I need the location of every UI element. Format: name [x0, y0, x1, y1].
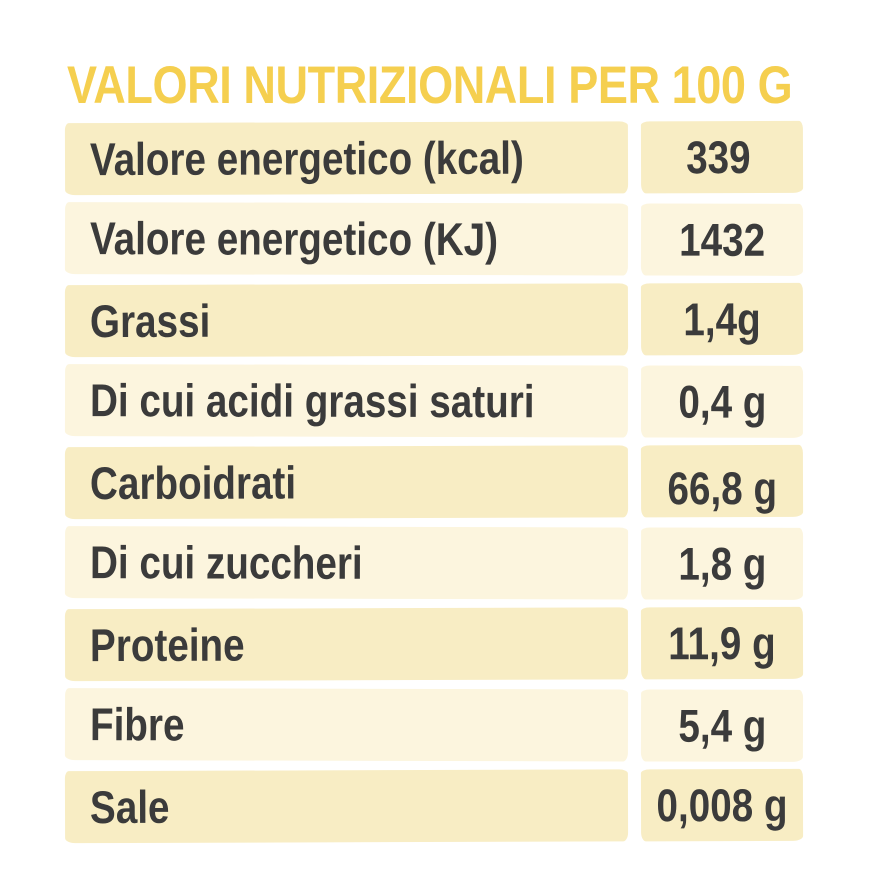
nutrient-value: 1,4g — [683, 292, 761, 346]
table-row: Proteine 11,9 g — [64, 606, 804, 682]
nutrient-label: Grassi — [89, 294, 211, 348]
nutrient-label-cell: Valore energetico (KJ) — [64, 202, 629, 276]
nutrient-label-cell: Di cui acidi grassi saturi — [64, 364, 629, 438]
table-row: Fibre 5,4 g — [64, 688, 804, 762]
nutrient-label: Proteine — [89, 618, 245, 672]
nutrient-value: 11,9 g — [668, 616, 776, 670]
nutrient-value-cell: 5,4 g — [640, 689, 804, 762]
nutrition-table: Valore energetico (kcal) 339 Valore ener… — [64, 120, 804, 844]
table-row: Sale 0,008 g — [64, 768, 804, 844]
table-row: Di cui acidi grassi saturi 0,4 g — [64, 364, 804, 438]
nutrient-label: Carboidrati — [89, 456, 297, 510]
nutrient-label-cell: Sale — [64, 769, 629, 844]
nutrient-value-cell: 1,4g — [640, 282, 804, 356]
table-row: Di cui zuccheri 1,8 g — [64, 526, 804, 600]
nutrient-label: Sale — [89, 780, 170, 834]
nutrient-label-cell: Valore energetico (kcal) — [64, 121, 629, 196]
table-row: Valore energetico (kcal) 339 — [64, 120, 804, 196]
table-row: Valore energetico (KJ) 1432 — [64, 202, 804, 276]
nutrient-value-cell: 0,4 g — [640, 365, 804, 438]
nutrient-value: 5,4 g — [677, 699, 767, 752]
nutrient-label: Di cui acidi grassi saturi — [89, 374, 535, 428]
nutrient-value: 1432 — [678, 213, 766, 266]
page-title: VALORI NUTRIZIONALI PER 100 G — [67, 56, 793, 115]
nutrient-label: Valore energetico (KJ) — [89, 212, 499, 266]
nutrient-label: Di cui zuccheri — [89, 536, 363, 589]
nutrient-label: Fibre — [89, 698, 185, 751]
nutrient-label-cell: Di cui zuccheri — [64, 526, 629, 600]
nutrient-value: 0,4 g — [677, 375, 767, 428]
nutrient-value: 1,8 g — [677, 537, 767, 590]
nutrient-value-cell: 1,8 g — [640, 527, 804, 600]
nutrient-value-cell: 0,008 g — [640, 768, 804, 842]
nutrient-value: 66,8 g — [667, 461, 777, 515]
nutrient-label-cell: Proteine — [64, 607, 629, 682]
nutrient-label-cell: Grassi — [64, 283, 629, 358]
nutrient-value-cell: 339 — [640, 120, 804, 194]
nutrient-value-cell: 66,8 g — [640, 444, 804, 518]
nutrient-value: 339 — [685, 131, 751, 184]
table-row: Grassi 1,4g — [64, 282, 804, 358]
table-row: Carboidrati 66,8 g — [64, 444, 804, 520]
nutrient-value: 0,008 g — [656, 778, 788, 832]
nutrient-label: Valore energetico (kcal) — [89, 131, 524, 186]
nutrient-value-cell: 11,9 g — [640, 606, 804, 680]
nutrient-value-cell: 1432 — [640, 203, 804, 276]
nutrient-label-cell: Carboidrati — [64, 445, 629, 520]
nutrient-label-cell: Fibre — [64, 688, 629, 762]
